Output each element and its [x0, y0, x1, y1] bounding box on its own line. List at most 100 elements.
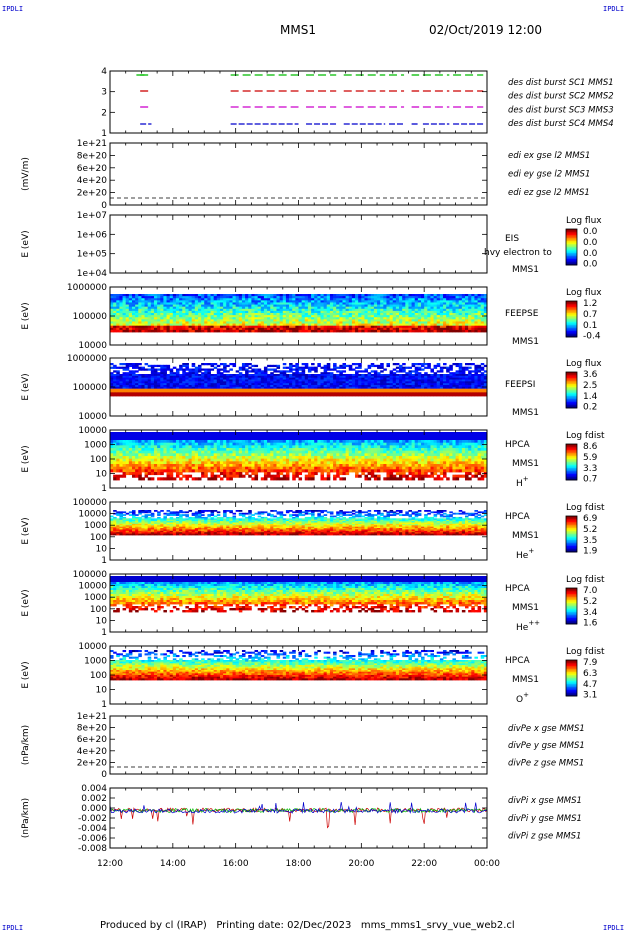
- spectrogram-cell: [197, 321, 202, 324]
- spectrogram-cell: [201, 372, 205, 375]
- spectrogram-cell: [147, 304, 152, 308]
- spectrogram-cell: [483, 294, 488, 297]
- spectrogram-cell: [361, 323, 365, 327]
- legend-entry-1: edi ez gse l2 MMS1: [508, 188, 590, 198]
- spectrogram-cell: [292, 325, 296, 329]
- spectrogram-cell: [348, 308, 353, 312]
- spectrogram-cell: [210, 329, 215, 333]
- spectrogram-cell: [116, 370, 120, 373]
- spectrogram-cell: [241, 368, 246, 371]
- spectrogram-cell: [153, 394, 158, 397]
- spectrogram-cell: [411, 304, 416, 308]
- spectrogram-cell: [166, 300, 171, 303]
- spectrogram-cell: [392, 294, 397, 297]
- spectrogram-cell: [254, 394, 259, 397]
- spectrogram-cell: [320, 308, 325, 312]
- spectrogram-cell: [339, 302, 343, 305]
- spectrogram-cell: [289, 319, 293, 322]
- spectrogram-cell: [119, 385, 123, 388]
- y-tick-label-0: 1: [101, 129, 107, 139]
- spectrogram-cell: [421, 294, 425, 297]
- spectrogram-cell: [273, 370, 277, 373]
- spectrogram-cell: [201, 445, 205, 449]
- spectrogram-cell: [125, 381, 130, 384]
- spectrogram-cell: [169, 310, 174, 314]
- spectrogram-cell: [392, 319, 397, 322]
- spectrogram-cell: [304, 366, 309, 369]
- spectrogram-cell: [238, 317, 243, 320]
- spectrogram-cell: [361, 321, 365, 324]
- spectrogram-cell: [449, 323, 453, 327]
- spectrogram-cell: [172, 388, 177, 391]
- spectrogram-cell: [135, 296, 139, 299]
- spectrogram-cell: [370, 317, 375, 320]
- spectrogram-cell: [433, 317, 438, 320]
- spectrogram-cell: [392, 323, 397, 327]
- spectrogram-cell: [191, 363, 196, 366]
- spectrogram-cell: [182, 374, 186, 377]
- spectrogram-cell: [185, 294, 189, 297]
- spectrogram-cell: [147, 313, 152, 316]
- spectrogram-cell: [449, 306, 453, 310]
- spectrogram-cell: [138, 366, 142, 369]
- spectrogram-cell: [301, 363, 306, 366]
- spectrogram-cell: [175, 464, 180, 468]
- spectrogram-cell: [207, 394, 211, 397]
- spectrogram-cell: [399, 325, 403, 329]
- spectrogram-cell: [157, 327, 161, 331]
- colorbar-segment: [566, 325, 577, 327]
- spectrogram-cell: [219, 315, 224, 318]
- spectrogram-cell: [122, 392, 127, 395]
- spectrogram-cell: [188, 317, 193, 320]
- spectrogram-cell: [194, 377, 199, 380]
- spectrogram-cell: [339, 310, 343, 314]
- spectrogram-cell: [386, 310, 391, 314]
- spectrogram-cell: [301, 317, 306, 320]
- spectrogram-cell: [169, 383, 174, 386]
- spectrogram-cell: [147, 302, 152, 305]
- spectrogram-cell: [166, 319, 171, 322]
- spectrogram-cell: [241, 294, 246, 297]
- spectrogram-cell: [122, 456, 127, 460]
- spectrogram-cell: [483, 329, 488, 333]
- spectrogram-cell: [465, 308, 469, 312]
- spectrogram-cell: [348, 315, 353, 318]
- spectrogram-cell: [135, 392, 139, 395]
- spectrogram-cell: [276, 323, 281, 327]
- spectrogram-cell: [245, 394, 249, 397]
- spectrogram-cell: [116, 375, 120, 379]
- spectrogram-cell: [163, 370, 167, 373]
- spectrogram-cell: [455, 304, 460, 308]
- spectrogram-cell: [169, 377, 174, 380]
- spectrogram-cell: [317, 364, 321, 368]
- spectrogram-cell: [204, 461, 208, 465]
- spectrogram-cell: [263, 313, 268, 316]
- spectrogram-cell: [122, 300, 127, 303]
- spectrogram-cell: [110, 381, 114, 384]
- spectrogram-cell: [191, 372, 196, 375]
- spectrogram-cell: [298, 294, 303, 297]
- spectrogram-cell: [480, 313, 485, 316]
- spectrogram-cell: [163, 300, 167, 303]
- spectrogram-cell: [307, 323, 312, 327]
- spectrogram-cell: [370, 298, 375, 301]
- spectrogram-cell: [314, 306, 318, 310]
- spectrogram-cell: [144, 381, 149, 384]
- spectrogram-cell: [380, 308, 384, 312]
- spectrogram-cell: [399, 308, 403, 312]
- spectrogram-cell: [194, 313, 199, 316]
- spectrogram-cell: [216, 310, 221, 314]
- spectrogram-cell: [392, 327, 397, 331]
- spectrogram-cell: [395, 323, 400, 327]
- spectrogram-cell: [207, 294, 211, 297]
- spectrogram-cell: [110, 374, 114, 377]
- spectrogram-cell: [433, 321, 438, 324]
- spectrogram-cell: [210, 317, 215, 320]
- spectrogram-cell: [273, 298, 277, 301]
- colorbar-segment: [566, 317, 577, 320]
- spectrogram-cell: [282, 319, 287, 322]
- spectrogram-cell: [185, 437, 189, 441]
- spectrogram-cell: [380, 315, 384, 318]
- spectrogram-cell: [395, 325, 400, 329]
- spectrogram-cell: [241, 325, 246, 329]
